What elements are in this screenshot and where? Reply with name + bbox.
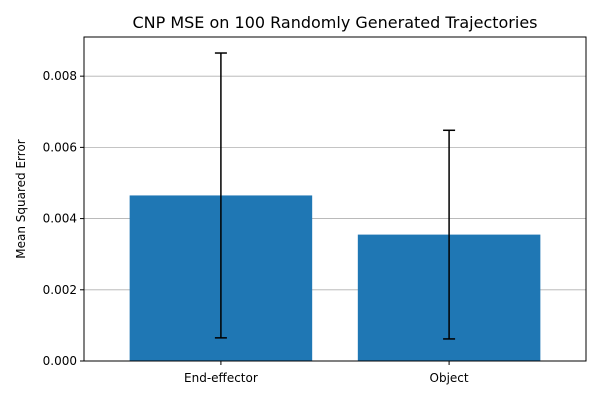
y-axis-label: Mean Squared Error [14,139,28,259]
y-tick-label: 0.000 [43,354,77,368]
errorbar-layer [214,52,456,340]
bar-layer [129,195,541,361]
y-tick-label: 0.004 [43,212,77,226]
x-tick-label: Object [430,371,469,385]
y-tick-label: 0.002 [43,283,77,297]
y-tick-label: 0.008 [43,69,77,83]
y-tick-label: 0.006 [43,140,77,154]
plot-frame [83,36,587,362]
x-tick-label: End-effector [184,371,258,385]
axis-layer: 0.000 0.002 0.004 0.006 0.008 End-effector Obj… [43,69,469,385]
chart-title: CNP MSE on 100 Randomly Generated Trajec… [132,13,537,32]
